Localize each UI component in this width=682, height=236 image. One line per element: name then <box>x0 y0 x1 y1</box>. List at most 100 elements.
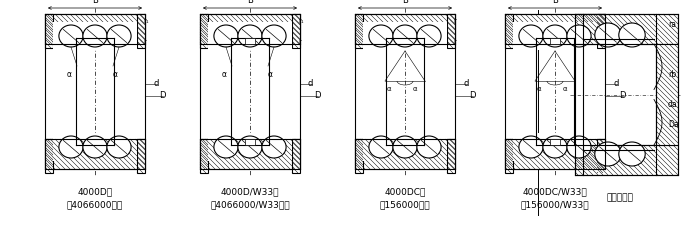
Text: r: r <box>453 18 456 24</box>
Ellipse shape <box>214 136 238 158</box>
Text: 4000D/W33型: 4000D/W33型 <box>221 187 279 197</box>
Ellipse shape <box>595 23 621 47</box>
Bar <box>447 14 455 48</box>
Text: ra: ra <box>668 20 676 29</box>
Ellipse shape <box>619 23 645 47</box>
Bar <box>355 14 455 44</box>
Ellipse shape <box>238 25 262 47</box>
Ellipse shape <box>619 142 645 166</box>
Bar <box>656 44 678 145</box>
Text: d: d <box>308 79 313 88</box>
Text: B: B <box>402 0 408 5</box>
Bar <box>505 14 513 48</box>
Bar <box>597 14 605 48</box>
Bar <box>53 22 137 50</box>
Bar <box>200 14 208 48</box>
Text: r: r <box>298 39 301 45</box>
Bar <box>447 139 455 173</box>
Text: r₁: r₁ <box>298 18 303 24</box>
Bar <box>597 139 605 173</box>
Text: Da: Da <box>668 120 679 129</box>
Text: D: D <box>619 91 625 100</box>
Text: r: r <box>603 39 606 45</box>
Ellipse shape <box>262 136 286 158</box>
Ellipse shape <box>83 136 107 158</box>
Ellipse shape <box>417 136 441 158</box>
Text: 4000DC型: 4000DC型 <box>385 187 426 197</box>
Ellipse shape <box>543 25 567 47</box>
Bar <box>45 14 53 48</box>
Bar <box>200 139 208 173</box>
Ellipse shape <box>262 25 286 47</box>
Ellipse shape <box>59 136 83 158</box>
Bar <box>513 133 597 161</box>
Bar <box>137 14 145 48</box>
Ellipse shape <box>238 136 262 158</box>
Text: B: B <box>552 0 558 5</box>
Ellipse shape <box>417 25 441 47</box>
Bar <box>355 139 455 169</box>
Text: （156000型）: （156000型） <box>380 201 430 210</box>
Bar <box>505 139 513 173</box>
Ellipse shape <box>519 136 543 158</box>
Ellipse shape <box>107 25 131 47</box>
Text: α: α <box>267 70 273 79</box>
Bar <box>575 14 678 44</box>
Bar <box>245 139 255 145</box>
Ellipse shape <box>59 25 83 47</box>
Ellipse shape <box>519 25 543 47</box>
Ellipse shape <box>83 25 107 47</box>
Text: 4000DC/W33型: 4000DC/W33型 <box>522 187 587 197</box>
Bar <box>505 14 605 44</box>
Text: da: da <box>668 100 678 109</box>
Bar <box>200 139 300 169</box>
Text: α: α <box>222 70 226 79</box>
Text: D: D <box>314 91 321 100</box>
Bar <box>137 139 145 173</box>
Text: α: α <box>413 86 417 92</box>
Ellipse shape <box>595 142 621 166</box>
Text: d: d <box>153 79 158 88</box>
Text: α: α <box>387 86 391 92</box>
Bar <box>363 22 447 50</box>
Text: r₁: r₁ <box>143 18 149 24</box>
Bar <box>208 133 292 161</box>
Text: α: α <box>67 70 72 79</box>
Ellipse shape <box>107 136 131 158</box>
Ellipse shape <box>567 25 591 47</box>
Text: （4066000型）: （4066000型） <box>67 201 123 210</box>
Text: （4066000/W33型）: （4066000/W33型） <box>210 201 290 210</box>
Bar <box>363 133 447 161</box>
Text: 4000D型: 4000D型 <box>78 187 113 197</box>
Bar <box>45 139 145 169</box>
Text: d: d <box>613 79 619 88</box>
Ellipse shape <box>567 136 591 158</box>
Bar <box>45 14 145 44</box>
Bar <box>550 38 560 44</box>
Text: B: B <box>247 0 253 5</box>
Text: d: d <box>463 79 469 88</box>
Text: r: r <box>453 39 456 45</box>
Bar <box>45 139 53 173</box>
Ellipse shape <box>214 25 238 47</box>
Text: r: r <box>603 18 606 24</box>
Text: 安装尺寸图: 安装尺寸图 <box>606 194 634 202</box>
Bar <box>200 14 300 44</box>
Bar <box>245 38 255 44</box>
Text: rb: rb <box>668 70 676 79</box>
Bar <box>208 22 292 50</box>
Text: B: B <box>92 0 98 5</box>
Bar <box>550 139 560 145</box>
Bar <box>355 14 363 48</box>
Text: α: α <box>113 70 117 79</box>
Bar <box>575 145 678 175</box>
Text: r: r <box>143 39 146 45</box>
Bar <box>292 14 300 48</box>
Ellipse shape <box>393 25 417 47</box>
Bar <box>505 139 605 169</box>
Text: D: D <box>159 91 166 100</box>
Ellipse shape <box>543 136 567 158</box>
Ellipse shape <box>369 25 393 47</box>
Bar <box>292 139 300 173</box>
Text: α: α <box>537 86 542 92</box>
